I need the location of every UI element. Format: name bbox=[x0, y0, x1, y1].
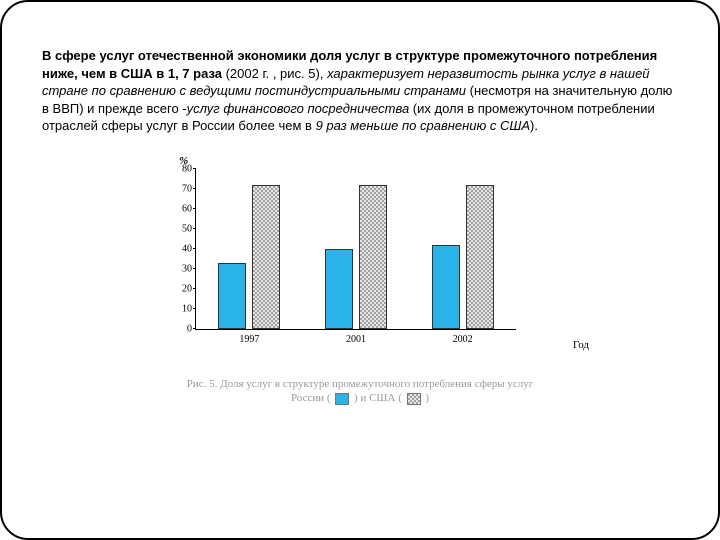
y-tick-mark bbox=[193, 168, 196, 169]
x-tick-label: 1997 bbox=[239, 334, 259, 345]
bar-russia bbox=[432, 245, 460, 329]
slide-frame: В сфере услуг отечественной экономики до… bbox=[0, 0, 720, 540]
chart-container: % Год 01020304050607080199720012002 bbox=[145, 165, 575, 365]
legend-swatch-usa bbox=[407, 393, 421, 405]
chart-plot-area: 01020304050607080199720012002 bbox=[195, 169, 516, 330]
y-tick-label: 50 bbox=[168, 223, 192, 234]
y-tick-mark bbox=[193, 248, 196, 249]
bar-usa bbox=[359, 185, 387, 329]
caption-line2c: ) bbox=[425, 392, 429, 404]
y-tick-label: 80 bbox=[168, 163, 192, 174]
y-tick-mark bbox=[193, 328, 196, 329]
x-tick-label: 2001 bbox=[346, 334, 366, 345]
caption-line2a: России ( bbox=[291, 392, 331, 404]
body-paragraph: В сфере услуг отечественной экономики до… bbox=[42, 47, 678, 135]
text-plain-4: ). bbox=[530, 118, 538, 133]
bar-russia bbox=[325, 249, 353, 329]
y-tick-label: 70 bbox=[168, 183, 192, 194]
bar-usa bbox=[252, 185, 280, 329]
bar-russia bbox=[218, 263, 246, 329]
x-axis-label: Год bbox=[573, 339, 589, 351]
y-tick-mark bbox=[193, 188, 196, 189]
y-tick-label: 60 bbox=[168, 203, 192, 214]
y-tick-mark bbox=[193, 308, 196, 309]
text-italic-3: 9 раз меньше по сравнению с США bbox=[316, 118, 530, 133]
caption-line1: Рис. 5. Доля услуг в структуре промежуто… bbox=[187, 378, 534, 390]
y-tick-label: 20 bbox=[168, 283, 192, 294]
chart-caption: Рис. 5. Доля услуг в структуре промежуто… bbox=[42, 377, 678, 406]
y-tick-label: 30 bbox=[168, 263, 192, 274]
y-tick-mark bbox=[193, 288, 196, 289]
caption-line2b: ) и США ( bbox=[354, 392, 402, 404]
y-tick-label: 0 bbox=[168, 323, 192, 334]
y-tick-label: 10 bbox=[168, 303, 192, 314]
x-tick-label: 2002 bbox=[453, 334, 473, 345]
bar-usa bbox=[466, 185, 494, 329]
y-tick-mark bbox=[193, 268, 196, 269]
text-italic-2: услуг финансового посредничества bbox=[187, 101, 410, 116]
y-tick-mark bbox=[193, 208, 196, 209]
text-plain-1: (2002 г. , рис. 5), bbox=[222, 66, 327, 81]
y-tick-label: 40 bbox=[168, 243, 192, 254]
y-tick-mark bbox=[193, 228, 196, 229]
legend-swatch-russia bbox=[335, 393, 349, 405]
